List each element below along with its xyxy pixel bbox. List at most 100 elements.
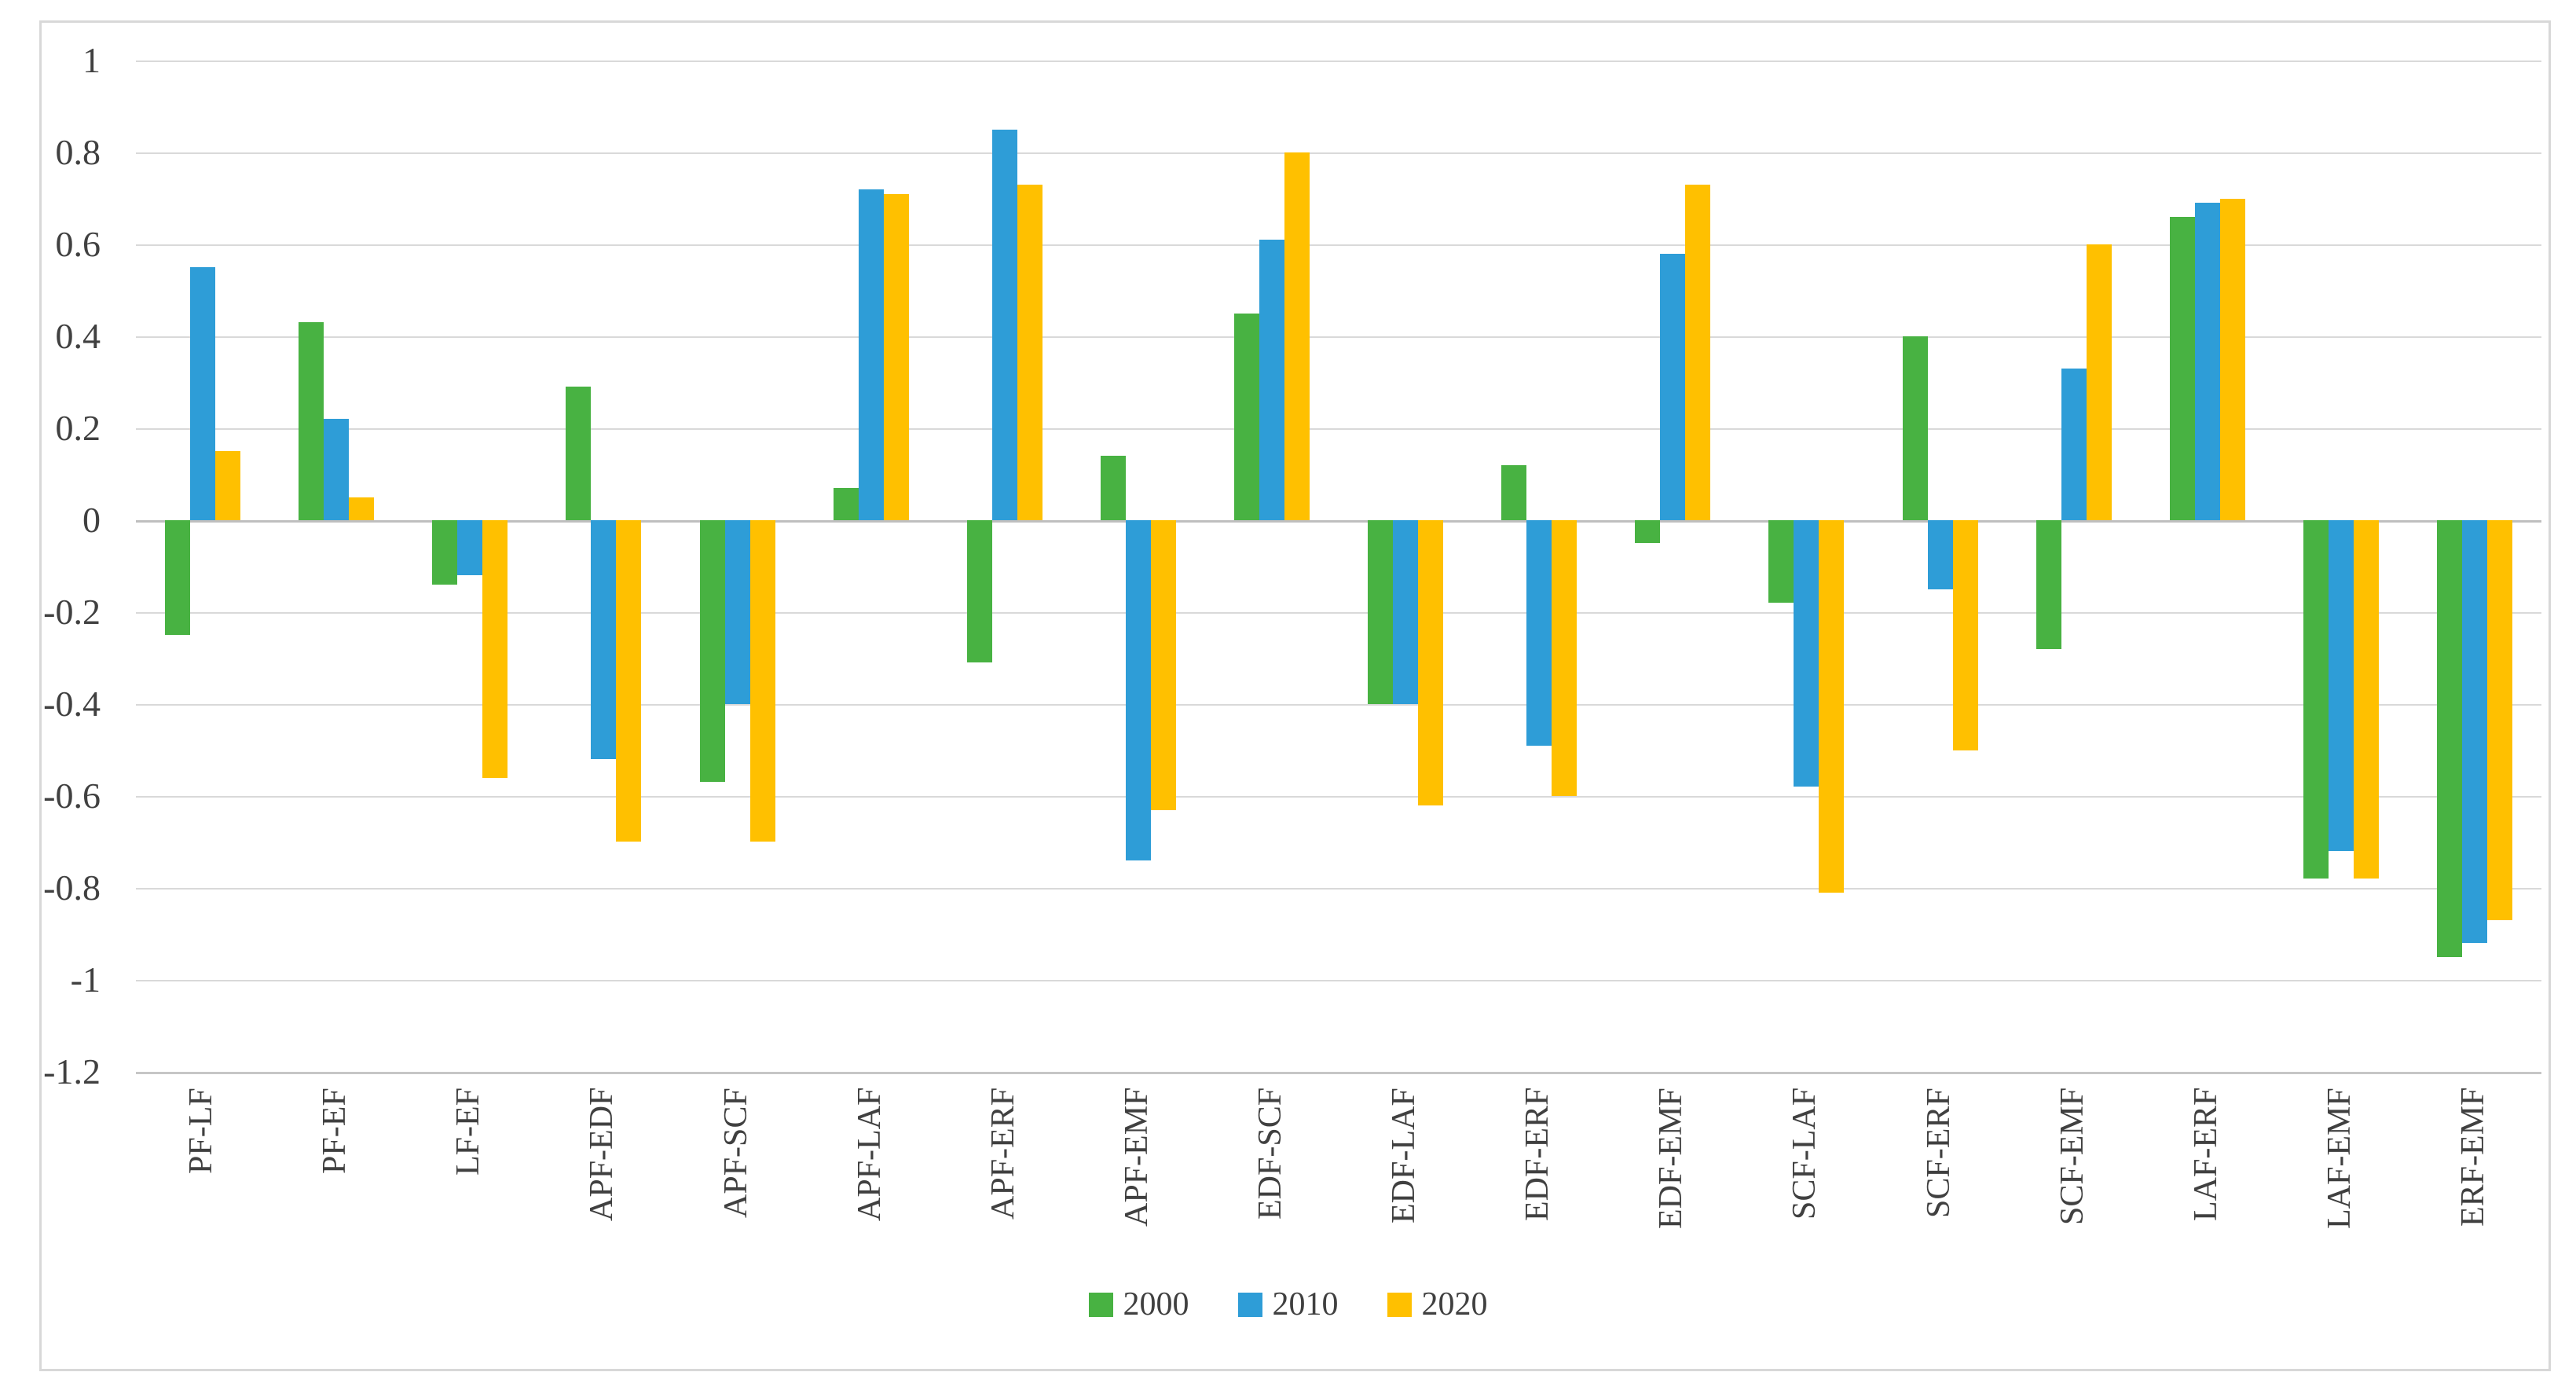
bar-2010-APF-ERF (992, 130, 1017, 520)
y-axis-tick-label: -0.2 (43, 592, 101, 632)
gridline-0.2 (136, 428, 2541, 430)
bar-2020-LAF-ERF (2220, 199, 2245, 520)
bar-2000-APF-EDF (566, 387, 591, 520)
bar-2000-APF-SCF (700, 520, 725, 782)
legend-swatch-2000 (1088, 1292, 1113, 1317)
bar-2020-EDF-LAF (1418, 520, 1443, 805)
bar-2020-LAF-EMF (2354, 520, 2379, 879)
legend-label-2010: 2010 (1272, 1286, 1339, 1322)
y-axis-tick-label: -1 (70, 959, 101, 1000)
x-axis-category-label: PF-LF (183, 1088, 219, 1174)
bar-2000-SCF-EMF (2036, 520, 2061, 649)
x-axis-category-label: APF-ERF (985, 1088, 1021, 1220)
bar-2010-LAF-ERF (2195, 203, 2220, 520)
y-axis-tick-label: 0.2 (55, 408, 101, 448)
bar-2010-SCF-ERF (1928, 520, 1953, 589)
legend-swatch-2020 (1387, 1292, 1412, 1317)
bar-2020-EDF-SCF (1284, 152, 1310, 520)
bar-2000-EDF-LAF (1368, 520, 1393, 704)
gridline-0.4 (136, 336, 2541, 338)
gridline--0.2 (136, 612, 2541, 614)
gridline--0.8 (136, 888, 2541, 890)
legend: 2000 2010 2020 (0, 1286, 2576, 1323)
x-axis-category-label: SCF-ERF (1921, 1088, 1957, 1218)
gridline--0.4 (136, 704, 2541, 706)
y-axis-tick-label: -0.4 (43, 684, 101, 724)
bar-2020-SCF-ERF (1953, 520, 1978, 750)
x-axis-category-label: APF-EMF (1119, 1088, 1155, 1227)
gridline-1 (136, 61, 2541, 62)
y-axis-tick-label: 0.4 (55, 316, 101, 356)
x-axis-category-label: EDF-EMF (1653, 1088, 1689, 1229)
bar-2020-SCF-LAF (1819, 520, 1844, 893)
bar-2010-PF-LF (190, 267, 215, 520)
x-axis-category-label: LAF-ERF (2188, 1088, 2224, 1222)
bar-2000-LF-EF (432, 520, 457, 585)
y-axis-tick-label: 0.8 (55, 132, 101, 172)
bar-2010-APF-SCF (725, 520, 750, 704)
x-axis-category-label: EDF-LAF (1386, 1088, 1422, 1223)
bar-2010-ERF-EMF (2462, 520, 2487, 943)
bar-2000-LAF-ERF (2170, 217, 2195, 520)
bar-2020-ERF-EMF (2487, 520, 2512, 920)
bar-2000-APF-ERF (967, 520, 992, 662)
bar-2020-APF-SCF (750, 520, 775, 842)
bar-2000-EDF-ERF (1501, 465, 1526, 520)
bar-2000-APF-LAF (834, 488, 859, 520)
bar-2020-LF-EF (482, 520, 508, 778)
bar-2010-EDF-SCF (1259, 240, 1284, 520)
x-axis-category-label: APF-EDF (584, 1088, 620, 1222)
bar-2010-PF-EF (324, 419, 349, 520)
bar-2010-APF-LAF (859, 189, 884, 520)
gridline--0.6 (136, 796, 2541, 798)
bar-2000-EDF-SCF (1234, 314, 1259, 520)
bar-2000-SCF-LAF (1768, 520, 1794, 603)
x-axis-category-label: LF-EF (450, 1088, 486, 1176)
bar-2000-EDF-EMF (1635, 520, 1660, 543)
bar-2010-LAF-EMF (2329, 520, 2354, 851)
legend-label-2000: 2000 (1123, 1286, 1189, 1322)
bar-2020-EDF-EMF (1685, 185, 1710, 520)
y-axis-tick-label: -0.6 (43, 776, 101, 816)
bar-2000-PF-EF (299, 322, 324, 520)
x-axis-category-label: ERF-EMF (2455, 1088, 2491, 1227)
bar-2010-SCF-LAF (1794, 520, 1819, 787)
bar-2020-APF-EMF (1151, 520, 1176, 810)
gridline--1 (136, 980, 2541, 981)
gridline-0 (136, 520, 2541, 523)
legend-item-2020: 2020 (1387, 1286, 1488, 1323)
bar-2010-LF-EF (457, 520, 482, 575)
bar-2000-SCF-ERF (1903, 336, 1928, 520)
bar-2010-EDF-ERF (1526, 520, 1552, 746)
bar-2020-APF-LAF (884, 194, 909, 520)
x-axis-category-label: EDF-SCF (1252, 1088, 1288, 1220)
x-axis-category-label: EDF-ERF (1519, 1088, 1555, 1222)
y-axis-tick-label: 0 (82, 500, 101, 540)
legend-label-2020: 2020 (1421, 1286, 1488, 1322)
bar-2010-SCF-EMF (2061, 369, 2087, 520)
y-axis-tick-label: -1.2 (43, 1051, 101, 1091)
bar-2000-LAF-EMF (2303, 520, 2329, 879)
bar-2000-APF-EMF (1101, 456, 1126, 520)
legend-item-2010: 2010 (1237, 1286, 1339, 1323)
legend-item-2000: 2000 (1088, 1286, 1189, 1323)
bar-2020-APF-ERF (1017, 185, 1042, 520)
bar-2010-APF-EMF (1126, 520, 1151, 860)
gridline-0.6 (136, 244, 2541, 246)
bar-2020-EDF-ERF (1552, 520, 1577, 796)
bar-2010-EDF-EMF (1660, 254, 1685, 520)
bar-2000-ERF-EMF (2437, 520, 2462, 957)
bar-2000-PF-LF (165, 520, 190, 635)
x-axis-category-label: PF-EF (317, 1088, 353, 1174)
bar-2020-PF-EF (349, 497, 374, 520)
bar-2020-APF-EDF (616, 520, 641, 842)
x-axis-category-label: APF-SCF (718, 1088, 754, 1218)
x-axis-category-label: SCF-EMF (2054, 1088, 2090, 1226)
bar-2020-PF-LF (215, 451, 240, 520)
plot-area (136, 61, 2541, 1074)
x-axis-category-label: LAF-EMF (2321, 1088, 2358, 1229)
y-axis-tick-label: -0.8 (43, 868, 101, 908)
x-axis-category-label: SCF-LAF (1786, 1088, 1823, 1220)
y-axis-tick-label: 1 (82, 40, 101, 80)
